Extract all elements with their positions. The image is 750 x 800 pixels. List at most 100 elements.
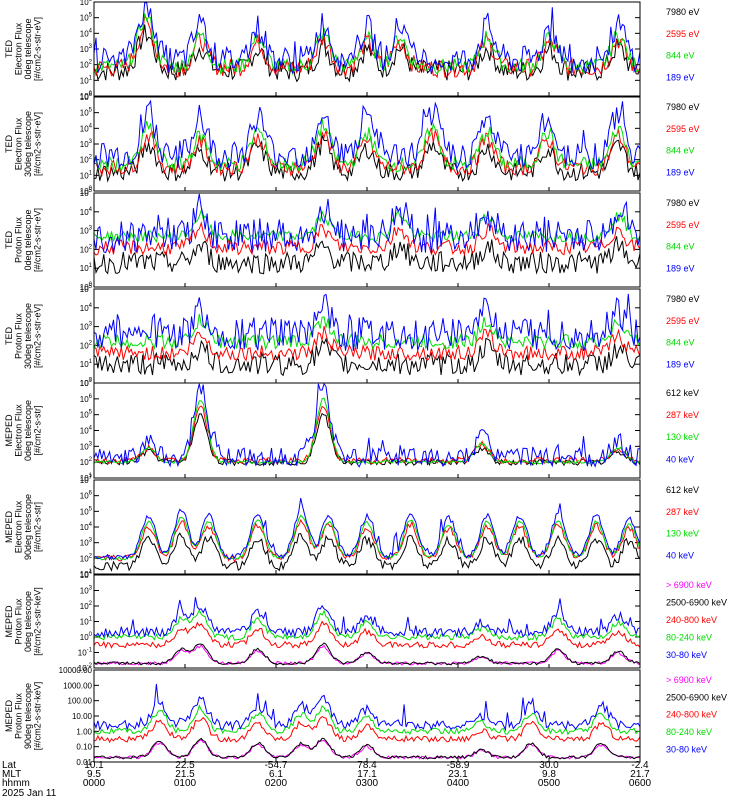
y-tick-label: 101 [80, 359, 93, 369]
y-axis-label: MEPED [4, 605, 14, 638]
y-tick-label: 10-1 [78, 648, 93, 658]
legend-entry: 287 keV [666, 410, 699, 420]
legend-entry: 30-80 keV [666, 650, 707, 660]
footer-lat-value: 22.5 [175, 760, 195, 771]
y-tick-label: 102 [80, 60, 93, 70]
footer-lat-value: -2.4 [631, 760, 649, 771]
legend-entry: 844 eV [666, 242, 695, 252]
y-tick-label: 104 [80, 426, 93, 436]
y-tick-label: 100 [80, 632, 93, 642]
legend-entry: 2595 eV [666, 29, 700, 39]
footer-mlt-value: 17.1 [357, 769, 377, 780]
y-tick-label: 104 [80, 570, 93, 580]
legend-entry: 40 keV [666, 551, 694, 561]
y-tick-label: 105 [80, 188, 93, 198]
y-axis-label: TED [4, 134, 14, 153]
series-line-30-80-kev [93, 683, 641, 732]
y-tick-label: 100 [80, 91, 93, 101]
footer-lat-value: -58.9 [447, 760, 470, 771]
y-tick-label: 103 [80, 44, 93, 54]
y-tick-label: 104 [80, 28, 93, 38]
footer-time-value: 0600 [629, 778, 652, 789]
legend-entry: 612 keV [666, 485, 699, 495]
y-tick-label: 0.01 [76, 758, 92, 767]
series-line-240-800-kev [93, 620, 641, 649]
series-line-2500-6900-kev [93, 737, 641, 760]
y-axis-label: 30deg telescope [23, 111, 33, 177]
y-axis-label: TED [4, 39, 14, 58]
legend-entry: 189 eV [666, 73, 695, 83]
footer-lat-value: 78.4 [357, 760, 377, 771]
y-tick-label: 101 [80, 617, 93, 627]
footer-mlt-value: 21.5 [175, 769, 195, 780]
y-tick-label: 102 [80, 340, 93, 350]
series-line-189-ev [93, 293, 641, 352]
footer-time-value: 0000 [83, 778, 106, 789]
legend-entry: > 6900 keV [666, 675, 712, 685]
y-axis-label: [#/cm2-s-str-eV] [33, 208, 43, 272]
y-tick-label: 1000.00 [63, 681, 92, 690]
y-tick-label: 10.00 [72, 712, 93, 721]
panel-1: TED Electron Flux 0deg telescope [#/cm2-s-s… [4, 0, 700, 101]
footer-hhmm-label: hhmm [2, 778, 30, 789]
legend-entry: 844 eV [666, 338, 695, 348]
series-line-80-240-kev [93, 704, 641, 736]
y-tick-label: 103 [80, 322, 93, 332]
y-axis-label: [#/cm2-s-str-keV] [33, 587, 43, 656]
legend-entry: 7980 eV [666, 198, 700, 208]
y-axis-label: 90deg telescope [23, 494, 33, 560]
y-tick-label: 101 [80, 170, 93, 180]
y-tick-label: 102 [80, 601, 93, 611]
series-line-40-kev [93, 382, 641, 468]
plot-frame [93, 192, 641, 288]
series-line-7980-ev [93, 135, 641, 183]
series-line-80-240-kev [93, 609, 641, 642]
y-tick-label: 105 [80, 506, 93, 516]
legend-entry: 130 keV [666, 529, 699, 539]
series-line-189-ev [93, 99, 641, 171]
y-tick-label: 100.00 [68, 697, 93, 706]
y-tick-label: 102 [80, 457, 93, 467]
y-tick-label: 101 [80, 473, 93, 483]
y-axis-label: Electron Flux [14, 117, 24, 170]
y-tick-label: 103 [80, 139, 93, 149]
legend-entry: 7980 eV [666, 102, 700, 112]
y-axis-label: 0deg telescope [23, 209, 33, 270]
series-line-130-kev [93, 514, 641, 561]
y-tick-label: 101 [80, 75, 93, 85]
footer-lat-value: -54.7 [265, 760, 288, 771]
y-tick-label: 102 [80, 244, 93, 254]
panel-2: TED Electron Flux 30deg telescope [#/cm2-s-… [4, 92, 700, 196]
series-line-30-80-kev [93, 597, 641, 639]
y-axis-label: 0deg telescope [23, 591, 33, 652]
y-axis-label: Electron Flux [14, 22, 24, 75]
legend-entry: 240-800 keV [666, 710, 717, 720]
y-tick-label: 103 [80, 586, 93, 596]
y-axis-label: 0deg telescope [23, 400, 33, 461]
y-axis-label: [#/cm2-s-str-keV] [33, 682, 43, 751]
legend-entry: 189 eV [666, 168, 695, 178]
footer-mlt-value: 9.5 [87, 769, 101, 780]
y-tick-label: 105 [80, 410, 93, 420]
panel-3: TED Proton Flux 0deg telescope [#/cm2-s-str… [4, 188, 700, 292]
legend-entry: 7980 eV [666, 7, 700, 17]
panel-8: MEPED Proton Flux 90deg telescope [#/cm2-s-… [4, 666, 727, 767]
y-tick-label: 1.00 [76, 727, 92, 736]
y-tick-label: 106 [80, 491, 93, 501]
series-line-189-ev [93, 2, 641, 75]
legend-entry: 2595 eV [666, 220, 700, 230]
footer-time-value: 0300 [356, 778, 379, 789]
y-axis-label: 0deg telescope [23, 18, 33, 79]
footer-mlt-label: MLT [2, 769, 21, 780]
legend-entry: 2595 eV [666, 316, 700, 326]
y-tick-label: 0.10 [76, 743, 92, 752]
footer-mlt-value: 9.8 [542, 769, 556, 780]
panel-4: TED Proton Flux 30deg telescope [#/cm2-s-st… [4, 284, 700, 388]
panel-5: MEPED Electron Flux 0deg telescope [#/cm2-s… [4, 378, 699, 483]
legend-entry: 844 eV [666, 146, 695, 156]
y-axis-label: [#/cm2-s-str-eV] [33, 112, 43, 176]
y-tick-label: 105 [80, 108, 93, 118]
y-axis-label: [#/cm2-s-str-eV] [33, 17, 43, 81]
legend-entry: 40 keV [666, 454, 694, 464]
y-tick-label: 103 [80, 226, 93, 236]
